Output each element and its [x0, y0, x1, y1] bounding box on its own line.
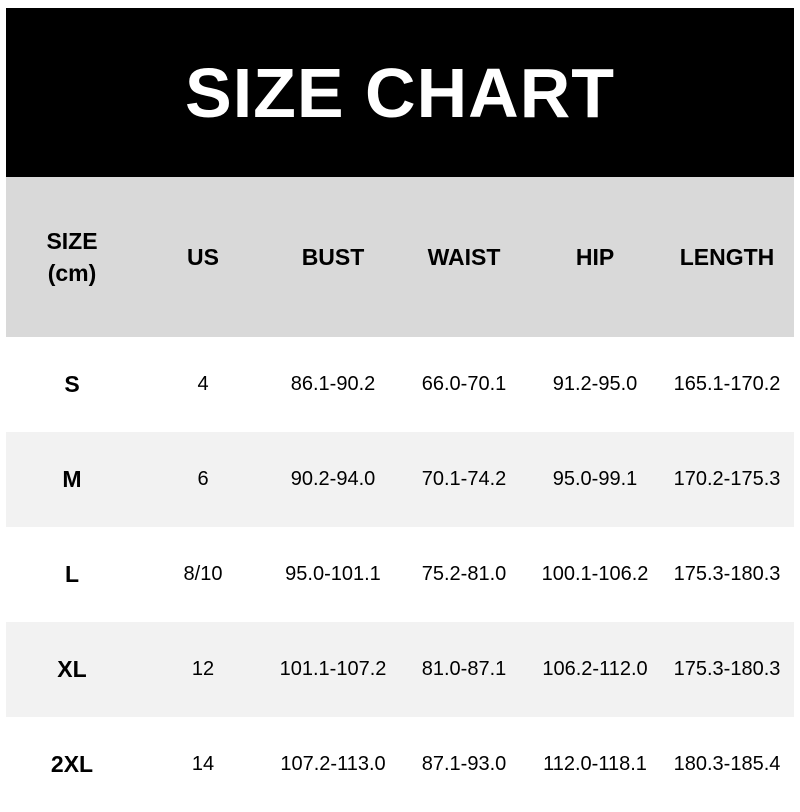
- cell-hip: 112.0-118.1: [543, 753, 647, 775]
- cell-length: 175.3-180.3: [673, 563, 781, 585]
- cell-waist: 87.1-93.0: [421, 753, 507, 775]
- header-size-label: SIZE: [46, 228, 98, 254]
- table-row: XL 12 101.1-107.2 81.0-87.1 106.2-112.0 175.3…: [6, 622, 794, 717]
- cell-bust: 86.1-90.2: [290, 373, 376, 395]
- table-row: M 6 90.2-94.0 70.1-74.2 95.0-99.1 170.2-175.3: [6, 432, 794, 527]
- header-hip: HIP: [575, 244, 615, 270]
- cell-bust: 107.2-113.0: [280, 753, 386, 775]
- header-us: US: [187, 244, 219, 270]
- cell-size: 2XL: [50, 751, 94, 777]
- cell-waist: 66.0-70.1: [421, 373, 507, 395]
- cell-size: L: [64, 561, 80, 587]
- cell-length: 170.2-175.3: [673, 468, 781, 490]
- size-chart-title: SIZE CHART: [6, 8, 794, 177]
- cell-waist: 70.1-74.2: [421, 468, 507, 490]
- cell-length: 165.1-170.2: [673, 373, 781, 395]
- cell-length: 175.3-180.3: [673, 658, 781, 680]
- table-row: 2XL 14 107.2-113.0 87.1-93.0 112.0-118.1 180.…: [6, 717, 794, 812]
- cell-us: 12: [191, 658, 215, 680]
- cell-hip: 95.0-99.1: [552, 468, 638, 490]
- cell-size: S: [64, 371, 80, 397]
- cell-hip: 106.2-112.0: [542, 658, 648, 680]
- table-header-row: SIZE (cm) US BUST WAIST HIP LENGTH: [6, 177, 794, 337]
- cell-waist: 81.0-87.1: [421, 658, 507, 680]
- cell-size: M: [62, 466, 82, 492]
- table-row: L 8/10 95.0-101.1 75.2-81.0 100.1-106.2 175.3…: [6, 527, 794, 622]
- cell-bust: 101.1-107.2: [279, 658, 387, 680]
- header-size-unit: (cm): [47, 260, 97, 286]
- cell-us: 6: [197, 468, 209, 490]
- cell-size: XL: [57, 656, 87, 682]
- cell-waist: 75.2-81.0: [421, 563, 507, 585]
- cell-bust: 90.2-94.0: [290, 468, 376, 490]
- header-size: SIZE (cm): [6, 177, 138, 337]
- cell-us: 8/10: [183, 563, 223, 585]
- cell-hip: 91.2-95.0: [552, 373, 638, 395]
- header-bust: BUST: [301, 244, 365, 270]
- table-row: S 4 86.1-90.2 66.0-70.1 91.2-95.0 165.1-170.2: [6, 337, 794, 432]
- size-table: SIZE (cm) US BUST WAIST HIP LENGTH S 4 86.1…: [6, 177, 794, 812]
- cell-us: 4: [197, 373, 209, 395]
- cell-bust: 95.0-101.1: [285, 563, 381, 585]
- header-waist: WAIST: [427, 244, 501, 270]
- header-length: LENGTH: [679, 244, 775, 270]
- cell-hip: 100.1-106.2: [541, 563, 649, 585]
- cell-length: 180.3-185.4: [673, 753, 781, 775]
- cell-us: 14: [191, 753, 215, 775]
